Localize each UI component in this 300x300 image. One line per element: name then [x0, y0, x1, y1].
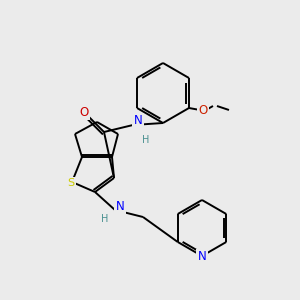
- Text: H: H: [142, 135, 150, 145]
- Text: O: O: [80, 106, 88, 118]
- Text: N: N: [116, 200, 124, 214]
- Text: N: N: [198, 250, 206, 263]
- Text: N: N: [134, 115, 142, 128]
- Text: S: S: [68, 178, 75, 188]
- Text: O: O: [198, 104, 208, 118]
- Text: H: H: [101, 214, 109, 224]
